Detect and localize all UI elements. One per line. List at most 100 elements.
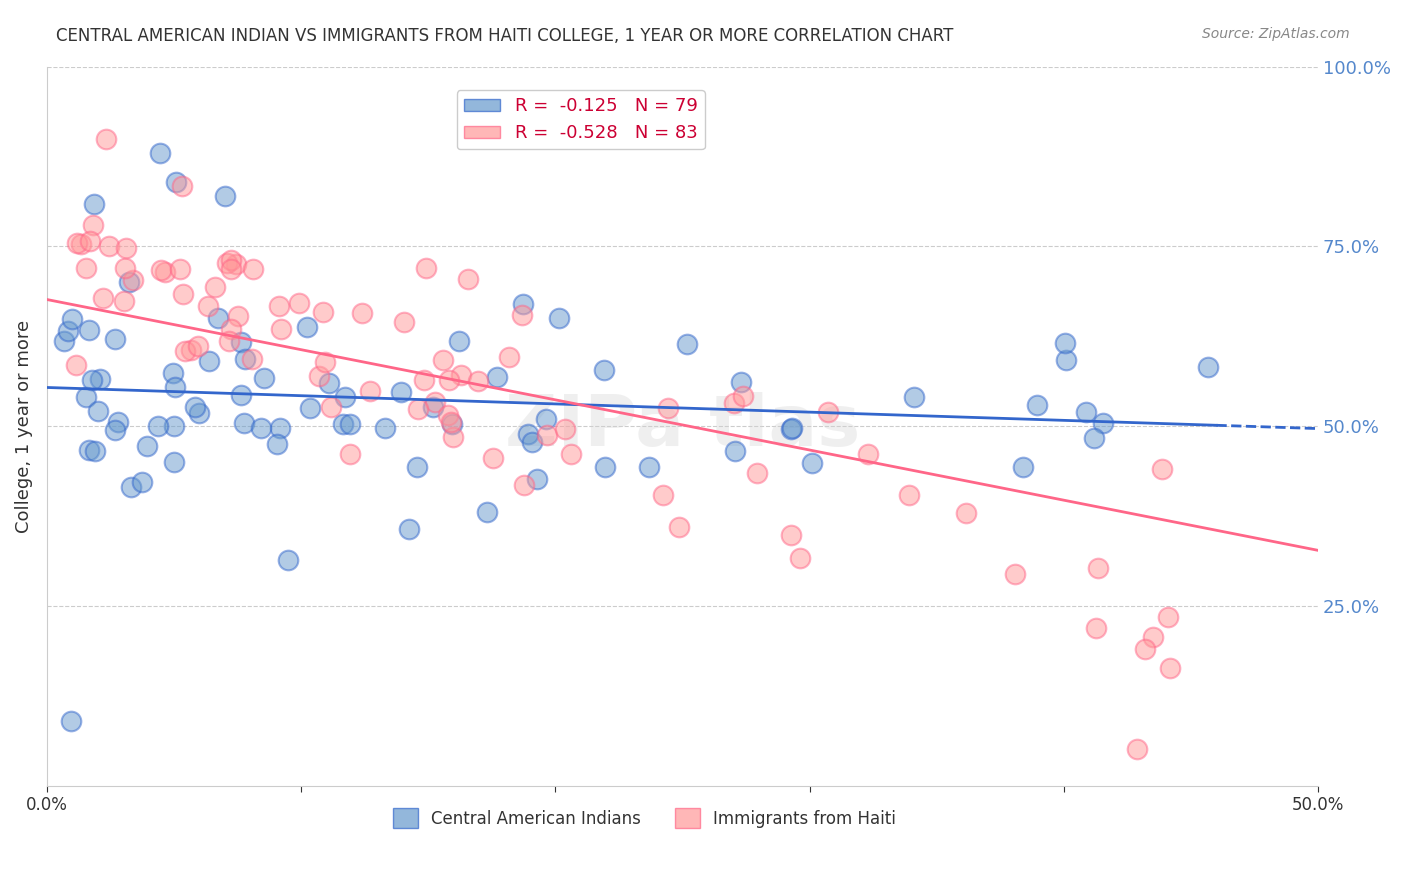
Point (1157, 610, 1180, 624)
Point (406, 402, 429, 417)
Point (249, 421, 271, 435)
Point (170, 179, 193, 194)
Point (657, 401, 679, 415)
Y-axis label: College, 1 year or more: College, 1 year or more (15, 319, 32, 533)
Point (441, 430, 464, 444)
Point (1092, 416, 1115, 430)
Point (214, 189, 236, 203)
Point (83, 444, 105, 458)
Point (233, 352, 256, 367)
Point (392, 315, 415, 329)
Point (903, 391, 925, 405)
Point (311, 305, 333, 319)
Point (1074, 405, 1097, 419)
Point (321, 401, 343, 415)
Point (675, 337, 697, 351)
Point (1054, 352, 1077, 367)
Point (163, 418, 186, 433)
Point (513, 478, 536, 492)
Point (267, 299, 290, 313)
Point (498, 350, 520, 364)
Point (60, 311, 83, 326)
Point (122, 273, 145, 287)
Point (593, 459, 616, 474)
Point (724, 443, 747, 458)
Point (1004, 567, 1026, 582)
Point (335, 390, 357, 404)
Point (149, 145, 172, 160)
Point (475, 505, 498, 519)
Point (232, 416, 254, 430)
Point (637, 460, 659, 475)
Point (359, 384, 381, 399)
Point (955, 506, 977, 520)
Point (59, 714, 82, 728)
Point (425, 394, 447, 409)
Point (242, 261, 264, 276)
Point (858, 447, 880, 461)
Point (1087, 560, 1109, 574)
Point (70, 237, 93, 252)
Point (226, 310, 249, 324)
Point (204, 279, 226, 293)
Point (801, 456, 824, 470)
Point (219, 322, 242, 336)
Point (745, 466, 768, 480)
Point (79, 323, 101, 337)
Point (1135, 642, 1157, 657)
Point (155, 265, 177, 279)
Point (780, 422, 803, 436)
Point (1054, 335, 1077, 350)
Point (467, 374, 489, 388)
Point (65, 358, 87, 372)
Point (183, 401, 205, 415)
Point (308, 368, 330, 383)
Point (120, 480, 142, 494)
Point (174, 343, 197, 358)
Point (52, 334, 75, 348)
Point (219, 252, 242, 267)
Point (512, 308, 534, 322)
Point (723, 395, 745, 409)
Point (450, 368, 472, 382)
Point (104, 333, 127, 347)
Point (218, 334, 240, 348)
Point (97, 239, 120, 253)
Point (187, 339, 209, 353)
Point (163, 455, 186, 469)
Point (94, 131, 117, 145)
Point (75, 260, 97, 275)
Point (318, 376, 340, 390)
Point (131, 475, 153, 490)
Point (165, 380, 187, 394)
Point (731, 389, 754, 403)
Point (266, 437, 288, 451)
Point (314, 355, 336, 369)
Point (58, 324, 80, 338)
Point (83, 197, 105, 211)
Point (437, 408, 460, 422)
Point (104, 423, 127, 437)
Point (240, 352, 263, 367)
Point (898, 488, 921, 502)
Point (66, 235, 89, 250)
Point (1126, 742, 1149, 756)
Point (115, 241, 138, 255)
Point (548, 311, 571, 326)
Point (146, 418, 169, 433)
Point (339, 447, 361, 461)
Point (1197, 360, 1219, 375)
Point (485, 370, 508, 384)
Point (1083, 431, 1105, 445)
Point (1026, 398, 1049, 412)
Point (82, 218, 104, 232)
Point (730, 376, 752, 390)
Text: Source: ZipAtlas.com: Source: ZipAtlas.com (1202, 27, 1350, 41)
Point (295, 320, 318, 334)
Point (1085, 621, 1108, 635)
Point (1159, 661, 1181, 675)
Point (149, 263, 172, 277)
Point (79, 234, 101, 248)
Point (782, 421, 804, 435)
Point (817, 405, 839, 419)
